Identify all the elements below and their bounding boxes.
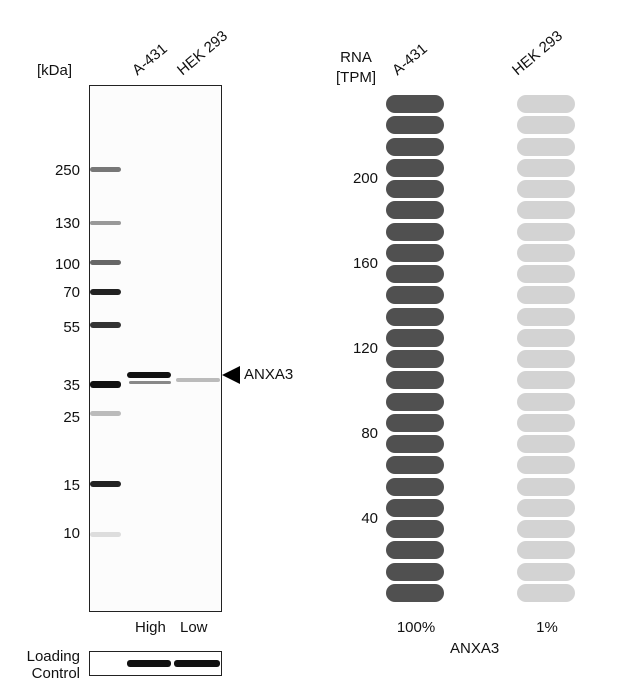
rna-bar-pill (517, 265, 575, 283)
rna-bar-pill (386, 541, 444, 560)
rna-bar-pill (517, 222, 575, 241)
y-tick-label: 160 (352, 255, 378, 272)
rna-bar-pill (517, 371, 575, 390)
rna-bar-pill (386, 583, 444, 602)
rna-bar-pill (386, 286, 444, 305)
marker-label: 100 (54, 256, 80, 273)
rna-bar-pill (386, 307, 444, 326)
ladder-band-130 (90, 221, 121, 225)
rna-bar-pill (386, 222, 444, 241)
a431-band (127, 372, 171, 378)
rna-bar-pill (386, 95, 444, 113)
rna-bar-pill (517, 541, 575, 560)
rna-bar-pill (386, 158, 444, 177)
level-high: High (135, 619, 166, 636)
loading-band-a431 (127, 660, 171, 667)
rna-bar-pill (517, 498, 575, 517)
loading-control-blot (89, 651, 222, 676)
rna-bar-pill (517, 520, 575, 538)
rna-bar-pill (386, 392, 444, 411)
target-label: ANXA3 (244, 366, 294, 383)
loading-control-label: Loading Control (26, 648, 80, 682)
rna-bar-pill (517, 456, 575, 475)
ladder-band-25 (90, 411, 121, 416)
lane-label-hek293: HEK 293 (174, 27, 231, 79)
marker-label: 250 (54, 162, 80, 179)
western-blot (89, 85, 222, 612)
rna-bar-pill (517, 413, 575, 432)
rna-bar-pill (386, 243, 444, 262)
y-axis-label: RNA [TPM] (336, 49, 376, 86)
rna-bar-pill (386, 180, 444, 198)
marker-label: 10 (63, 525, 80, 542)
rna-bar-pill (517, 95, 575, 113)
chart-title: ANXA3 (450, 640, 500, 657)
rna-bar-pill (386, 413, 444, 432)
ladder-band-35 (90, 381, 121, 388)
rna-bar-pill (517, 583, 575, 602)
marker-label: 130 (54, 215, 80, 232)
rna-bar-pill (386, 498, 444, 517)
ladder-band-100 (90, 260, 121, 265)
rna-bar-pill (517, 201, 575, 220)
y-tick-label: 120 (352, 340, 378, 357)
rna-bar-pill (386, 350, 444, 368)
loading-band-hek293 (174, 660, 220, 667)
rna-label-a431: A-431 (389, 40, 431, 79)
rna-bar-pill (517, 158, 575, 177)
y-tick-label: 80 (361, 425, 378, 442)
rna-bar-pill (386, 137, 444, 156)
ladder-band-70 (90, 289, 121, 295)
rna-bar-pill (517, 328, 575, 347)
level-low: Low (180, 619, 208, 636)
rna-bar-pill (517, 350, 575, 368)
kda-label: [kDa] (37, 62, 73, 79)
marker-label: 35 (63, 377, 80, 394)
rna-bar-pill (517, 392, 575, 411)
rna-bar-pill (517, 435, 575, 453)
rna-bar-pill (517, 180, 575, 198)
marker-label: 15 (63, 477, 80, 494)
rna-bar-pill (386, 435, 444, 453)
marker-label: 70 (63, 284, 80, 301)
ladder-band-10 (90, 532, 121, 537)
rna-bar-pill (386, 201, 444, 220)
hek293-band (176, 378, 220, 382)
marker-label: 55 (63, 319, 80, 336)
y-tick-label: 40 (361, 510, 378, 527)
percent-hek293: 1% (536, 619, 558, 636)
rna-bar-pill (386, 328, 444, 347)
marker-label: 25 (63, 409, 80, 426)
rna-bar-pill (517, 477, 575, 496)
rna-bar-pill (517, 286, 575, 305)
rna-bar-pill (517, 243, 575, 262)
y-tick-label: 200 (352, 170, 378, 187)
rna-bar-pill (386, 520, 444, 538)
percent-a431: 100% (396, 619, 436, 636)
rna-bar-pill (517, 562, 575, 581)
rna-bar-pill (517, 137, 575, 156)
arrow-left-icon (222, 366, 240, 384)
rna-bar-pill (517, 307, 575, 326)
ladder-band-250 (90, 167, 121, 172)
rna-bar-pill (517, 116, 575, 135)
rna-bar-pill (386, 371, 444, 390)
lane-label-a431: A-431 (129, 40, 171, 79)
rna-label-hek293: HEK 293 (509, 27, 566, 79)
rna-bar-pill (386, 562, 444, 581)
rna-bar-pill (386, 477, 444, 496)
ladder-band-15 (90, 481, 121, 487)
rna-bar-pill (386, 265, 444, 283)
rna-bar-pill (386, 456, 444, 475)
a431-lower-band (129, 381, 171, 384)
ladder-band-55 (90, 322, 121, 328)
rna-bar-pill (386, 116, 444, 135)
